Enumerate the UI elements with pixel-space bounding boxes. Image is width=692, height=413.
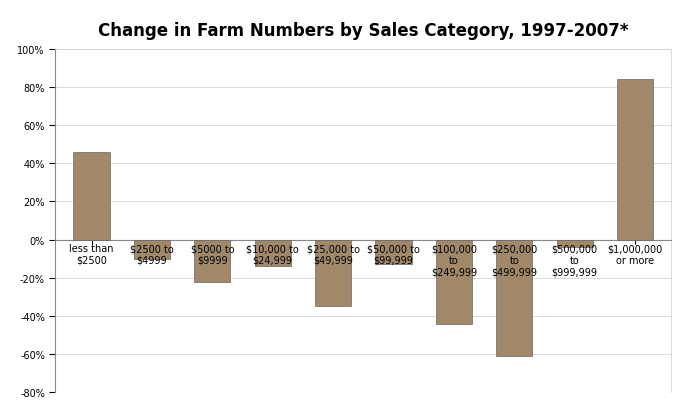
Bar <box>496 240 532 356</box>
Title: Change in Farm Numbers by Sales Category, 1997-2007*: Change in Farm Numbers by Sales Category… <box>98 22 628 40</box>
Bar <box>617 80 653 240</box>
Text: less than
$2500: less than $2500 <box>69 244 114 266</box>
Text: $250,000
to
$499,999: $250,000 to $499,999 <box>491 244 538 277</box>
Text: $1,000,000
or more: $1,000,000 or more <box>608 244 663 266</box>
Text: $500,000
to
$999,999: $500,000 to $999,999 <box>552 244 598 277</box>
Bar <box>315 240 352 306</box>
Bar <box>255 240 291 267</box>
Text: $10,000 to
$24,999: $10,000 to $24,999 <box>246 244 299 266</box>
Text: $2500 to
$4999: $2500 to $4999 <box>130 244 174 266</box>
Text: $50,000 to
$99,999: $50,000 to $99,999 <box>367 244 420 266</box>
Bar <box>436 240 472 324</box>
Bar <box>134 240 170 259</box>
Bar <box>194 240 230 282</box>
Bar <box>556 240 593 248</box>
Text: $5000 to
$9999: $5000 to $9999 <box>190 244 234 266</box>
Bar <box>73 152 110 240</box>
Bar <box>375 240 412 265</box>
Text: $25,000 to
$49,999: $25,000 to $49,999 <box>307 244 360 266</box>
Text: $100,000
to
$249,999: $100,000 to $249,999 <box>431 244 477 277</box>
